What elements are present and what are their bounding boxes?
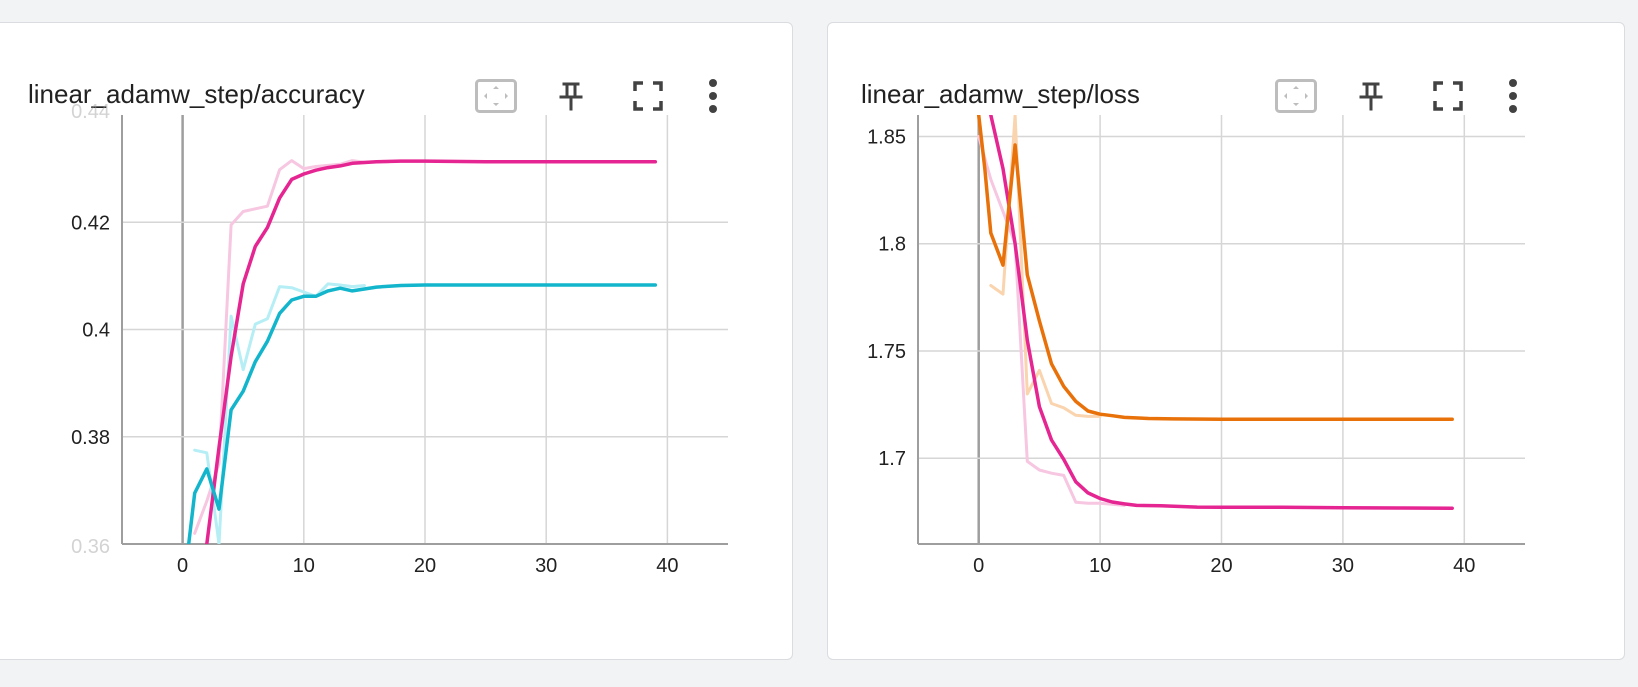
pin-button[interactable] [1348,75,1394,117]
chart-card-accuracy: linear_adamw_step/accuracy 0 10 20 30 40 0.38… [0,22,793,660]
series-line-raw[interactable] [977,135,1126,507]
x-tick-label: 20 [414,555,436,577]
fullscreen-icon [633,81,663,111]
fullscreen-button[interactable] [625,75,671,117]
pin-icon [559,82,583,111]
y-tick-label: 1.85 [867,126,906,148]
series-line-smoothed[interactable] [186,283,658,544]
chart-title: linear_adamw_step/accuracy [28,79,365,109]
pin-button[interactable] [548,75,594,117]
x-tick-label: 40 [656,555,678,577]
series-line-smoothed[interactable] [976,115,1454,421]
y-tick-label: 0.38 [71,427,110,449]
chart-card-loss: linear_adamw_step/loss 0 10 20 30 40 1.7 1.75 1… [827,22,1625,660]
more-options-button[interactable] [1490,75,1536,117]
x-tick-label: 0 [973,555,984,577]
fit-domain-icon [1275,79,1317,113]
y-tick-label: 0.4 [82,320,110,342]
more-options-button[interactable] [690,75,736,117]
x-tick-label: 30 [1332,555,1354,577]
fullscreen-icon [1433,81,1463,111]
x-tick-label: 40 [1453,555,1475,577]
chart-title: linear_adamw_step/loss [861,79,1140,109]
fullscreen-button[interactable] [1425,75,1471,117]
y-tick-label: 0.42 [71,212,110,234]
x-tick-label: 30 [535,555,557,577]
series-line-raw[interactable] [989,115,1102,418]
y-tick-label: 1.75 [867,341,906,363]
x-tick-label: 20 [1210,555,1232,577]
y-tick-label: 1.7 [878,448,906,470]
pin-icon [1359,82,1383,111]
series-line-smoothed[interactable] [989,115,1454,510]
loss-chart[interactable]: 0 10 20 30 40 1.7 1.75 1.8 1.85 [828,23,1626,659]
fit-domain-button[interactable] [1273,75,1319,117]
more-vert-icon [709,79,717,113]
fit-domain-button[interactable] [473,75,519,117]
accuracy-chart[interactable]: 0 10 20 30 40 0.38 0.4 0.42 0.44 0.36 [0,23,794,659]
x-tick-label: 10 [293,555,315,577]
y-tick-label: 1.8 [878,234,906,256]
more-vert-icon [1509,79,1517,113]
series-line-raw[interactable] [193,159,391,535]
fit-domain-icon [475,79,517,113]
x-tick-label: 0 [177,555,188,577]
y-tick-label-clipped: 0.36 [71,536,110,558]
y-tick-label-clipped: 0.44 [71,101,110,123]
x-tick-label: 10 [1089,555,1111,577]
series-line-smoothed[interactable] [205,159,658,544]
